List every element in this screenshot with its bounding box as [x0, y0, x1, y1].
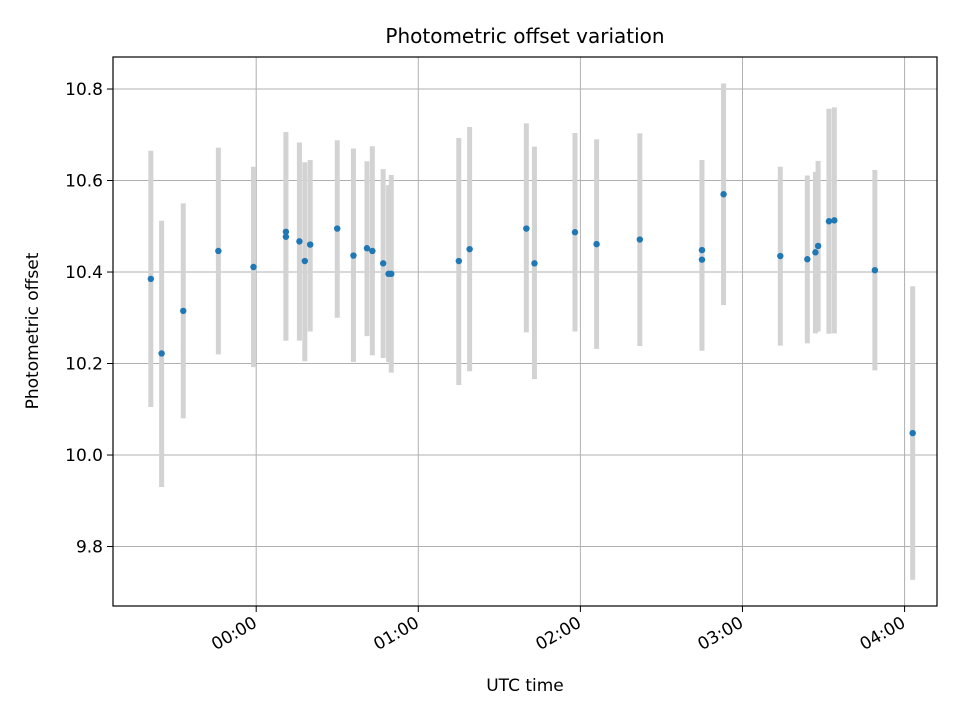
data-point [363, 245, 371, 252]
data-point [282, 228, 290, 235]
data-point [777, 252, 784, 260]
data-point [636, 236, 644, 243]
data-point [909, 429, 916, 437]
data-point [147, 275, 155, 283]
data-point [296, 238, 303, 245]
data-point [698, 246, 706, 254]
data-point [301, 257, 309, 265]
y-tick-label: 10.8 [65, 80, 103, 100]
data-point [814, 242, 822, 250]
plot-area: 9.810.010.210.410.610.800:00 01:00 02:00 03… [65, 56, 938, 655]
data-point [523, 225, 530, 232]
data-point [831, 217, 838, 224]
data-point [720, 191, 727, 198]
data-point [825, 218, 833, 225]
data-point [531, 260, 538, 267]
y-tick-label: 9.8 [76, 538, 103, 558]
data-point [334, 225, 341, 232]
data-point [158, 350, 165, 357]
data-point [455, 257, 463, 265]
data-point [698, 256, 706, 263]
data-point [871, 266, 879, 274]
axes-frame [112, 56, 938, 607]
data-point [180, 307, 187, 315]
data-point [571, 229, 579, 236]
data-point [307, 241, 314, 248]
data-point [593, 240, 600, 248]
x-axis-title: UTC time [486, 676, 564, 696]
chart-title: Photometric offset variation [385, 24, 664, 48]
y-tick-label: 10.2 [65, 355, 103, 375]
data-point [250, 263, 257, 271]
y-tick-label: 10.4 [65, 263, 103, 283]
data-point [369, 247, 376, 255]
data-point [350, 252, 357, 259]
data-point [282, 233, 290, 240]
y-axis-title: Photometric offset [23, 252, 43, 409]
y-tick-label: 10.0 [65, 446, 103, 466]
data-point [812, 249, 819, 256]
data-point [466, 245, 473, 253]
data-point [804, 256, 811, 263]
y-tick-label: 10.6 [65, 172, 103, 192]
data-point [215, 247, 222, 255]
data-point [388, 270, 395, 278]
data-point [379, 260, 387, 267]
